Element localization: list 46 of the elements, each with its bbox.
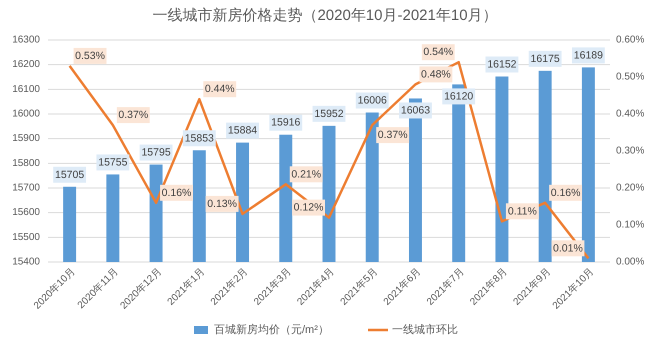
y2-tick-label: 0.60% [616,34,644,46]
data-label: 16152 [487,58,517,71]
y2-tick-label: 0.20% [616,182,644,194]
data-label: 0.53% [75,50,105,62]
data-label: 0.48% [421,68,451,80]
legend-label: 百城新房均价（元/m²） [214,323,329,336]
data-label: 0.37% [118,109,148,122]
legend-label: 一线城市环比 [392,323,458,336]
data-label: 0.01% [553,242,583,254]
data-label: 15952 [314,108,344,120]
y-tick-label: 16100 [12,84,40,95]
y-tick-label: 16200 [12,59,40,70]
data-label: 0.21% [291,168,322,180]
data-label: 15705 [55,168,84,181]
chart-title: 一线城市新房价格走势（2020年10月-2021年10月） [152,7,498,24]
data-label: 0.54% [423,46,454,58]
data-label: 0.12% [294,202,324,214]
y2-tick-label: 0.30% [616,146,644,156]
data-label: 16120 [444,90,474,102]
data-label: 15755 [98,156,128,168]
data-label: 16063 [400,104,430,116]
y-tick-label: 16300 [12,34,40,46]
data-label: 15916 [271,116,301,129]
data-label: 0.11% [508,205,537,218]
y2-tick-label: 0.00% [616,256,644,268]
y-tick-label: 15700 [12,182,40,194]
data-label: 15853 [184,132,214,144]
y-tick-label: 15400 [12,256,40,268]
y-tick-label: 15600 [12,207,40,218]
data-label: 16175 [530,52,560,65]
data-label: 16006 [358,94,387,107]
y2-tick-label: 0.10% [616,220,644,230]
data-label: 0.37% [378,129,408,142]
y2-tick-label: 0.50% [616,72,644,82]
data-label: 0.44% [204,83,235,96]
data-label: 15795 [141,146,171,159]
y-tick-label: 16000 [12,108,40,120]
y-tick-label: 15900 [12,133,40,144]
data-label: 15884 [228,124,258,137]
data-label: 16189 [574,49,604,62]
y-tick-label: 15500 [12,232,40,243]
data-label: 0.16% [162,186,192,199]
data-label: 0.13% [207,198,237,210]
y-tick-label: 15800 [12,158,40,169]
y2-tick-label: 0.40% [616,108,644,120]
data-label: 0.16% [550,186,580,199]
